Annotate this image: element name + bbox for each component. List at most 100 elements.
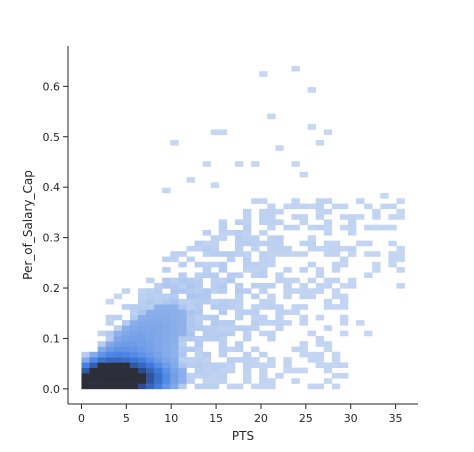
histogram-bin: [234, 309, 244, 316]
histogram-bin: [372, 267, 381, 273]
histogram-bin: [105, 372, 115, 379]
histogram-bin: [291, 277, 300, 284]
histogram-bin: [170, 367, 179, 374]
histogram-bin: [234, 288, 244, 294]
histogram-bin: [170, 293, 179, 300]
histogram-bin: [315, 203, 325, 210]
histogram-bin: [307, 288, 316, 294]
histogram-bin: [267, 224, 276, 231]
histogram-bin: [194, 325, 203, 331]
histogram-bin: [315, 245, 325, 252]
histogram-bin: [234, 357, 244, 363]
histogram-bin: [275, 208, 284, 215]
histogram-bin: [251, 272, 260, 278]
histogram-bin: [105, 378, 115, 384]
histogram-bin: [202, 335, 211, 342]
histogram-bin: [234, 325, 244, 331]
histogram-bin: [267, 383, 276, 390]
histogram-bin: [162, 367, 171, 374]
histogram-bin: [138, 325, 147, 331]
histogram-bin: [210, 235, 220, 241]
histogram-bin: [307, 87, 316, 93]
histogram-bin: [226, 330, 236, 337]
histogram-bin: [178, 314, 187, 321]
histogram-bin: [339, 282, 349, 289]
histogram-bin: [364, 240, 373, 247]
histogram-bin: [210, 372, 220, 379]
histogram-bin: [129, 335, 139, 342]
histogram-bin: [162, 187, 171, 194]
histogram-bin: [178, 367, 187, 374]
histogram-bin: [348, 230, 357, 236]
histogram-bin: [323, 367, 333, 374]
histogram-bin: [388, 214, 397, 220]
histogram-bin: [323, 230, 333, 236]
histogram-bin: [234, 219, 244, 226]
histogram-bin: [315, 140, 325, 146]
histogram-bin: [202, 161, 211, 167]
histogram-bin: [283, 362, 292, 368]
histogram-bin: [323, 245, 333, 252]
histogram-bin: [234, 314, 244, 321]
histogram-bin: [275, 325, 284, 331]
histogram-bin: [218, 304, 228, 310]
histogram-bin: [162, 351, 171, 358]
histogram-bin: [234, 251, 244, 257]
histogram-bin: [259, 330, 268, 337]
histogram-bin: [138, 383, 147, 390]
histogram-bin: [323, 341, 333, 347]
histogram-bin: [81, 357, 90, 363]
histogram-bin: [218, 367, 228, 374]
histogram-bin: [170, 325, 179, 331]
histogram-bin: [315, 351, 325, 358]
histogram-bin: [218, 325, 228, 331]
histogram-bin: [105, 357, 115, 363]
histogram-bin: [283, 203, 292, 210]
histogram-bin: [178, 309, 187, 316]
histogram-bin: [259, 314, 268, 321]
histogram-bin: [97, 378, 106, 384]
histogram-bin: [307, 351, 316, 358]
histogram-bin: [291, 367, 300, 374]
histogram-bin: [154, 288, 163, 294]
histogram-bin: [89, 362, 98, 368]
histogram-bin: [356, 320, 365, 326]
histogram-bin: [186, 335, 195, 342]
histogram-bin: [194, 351, 203, 358]
histogram-bin: [234, 282, 244, 289]
histogram-bin: [113, 362, 123, 368]
histogram-bin: [323, 208, 333, 215]
x-axis-label: PTS: [232, 429, 254, 443]
histogram-bin: [113, 383, 123, 390]
histogram-bin: [81, 378, 90, 384]
histogram-bin: [323, 304, 333, 310]
histogram-bin: [162, 335, 171, 342]
histogram-bin: [121, 320, 131, 326]
y-tick-label: 0.2: [43, 282, 61, 295]
histogram-bin: [121, 357, 131, 363]
histogram-bin: [323, 378, 333, 384]
histogram-bin: [129, 304, 139, 310]
histogram-bin: [218, 351, 228, 358]
histogram-bin: [146, 309, 155, 316]
histogram-bin: [186, 309, 195, 316]
histogram-bin: [138, 346, 147, 353]
histogram-bin: [210, 378, 220, 384]
histogram-bin: [283, 224, 292, 231]
histogram-bin: [243, 235, 252, 241]
histogram-bin: [339, 320, 349, 326]
histogram-bin: [388, 240, 397, 247]
histogram-bin: [170, 309, 179, 316]
histogram-bin: [218, 288, 228, 294]
histogram-bin: [243, 367, 252, 374]
histogram-bin: [178, 346, 187, 353]
histogram-bin: [234, 346, 244, 353]
histogram-bin: [267, 261, 276, 268]
histogram-bin: [251, 198, 260, 204]
histogram-bin: [243, 351, 252, 358]
histogram-bin: [146, 346, 155, 353]
histogram-bin: [202, 261, 211, 268]
histogram-bin: [348, 245, 357, 252]
histogram-bin: [307, 203, 316, 210]
